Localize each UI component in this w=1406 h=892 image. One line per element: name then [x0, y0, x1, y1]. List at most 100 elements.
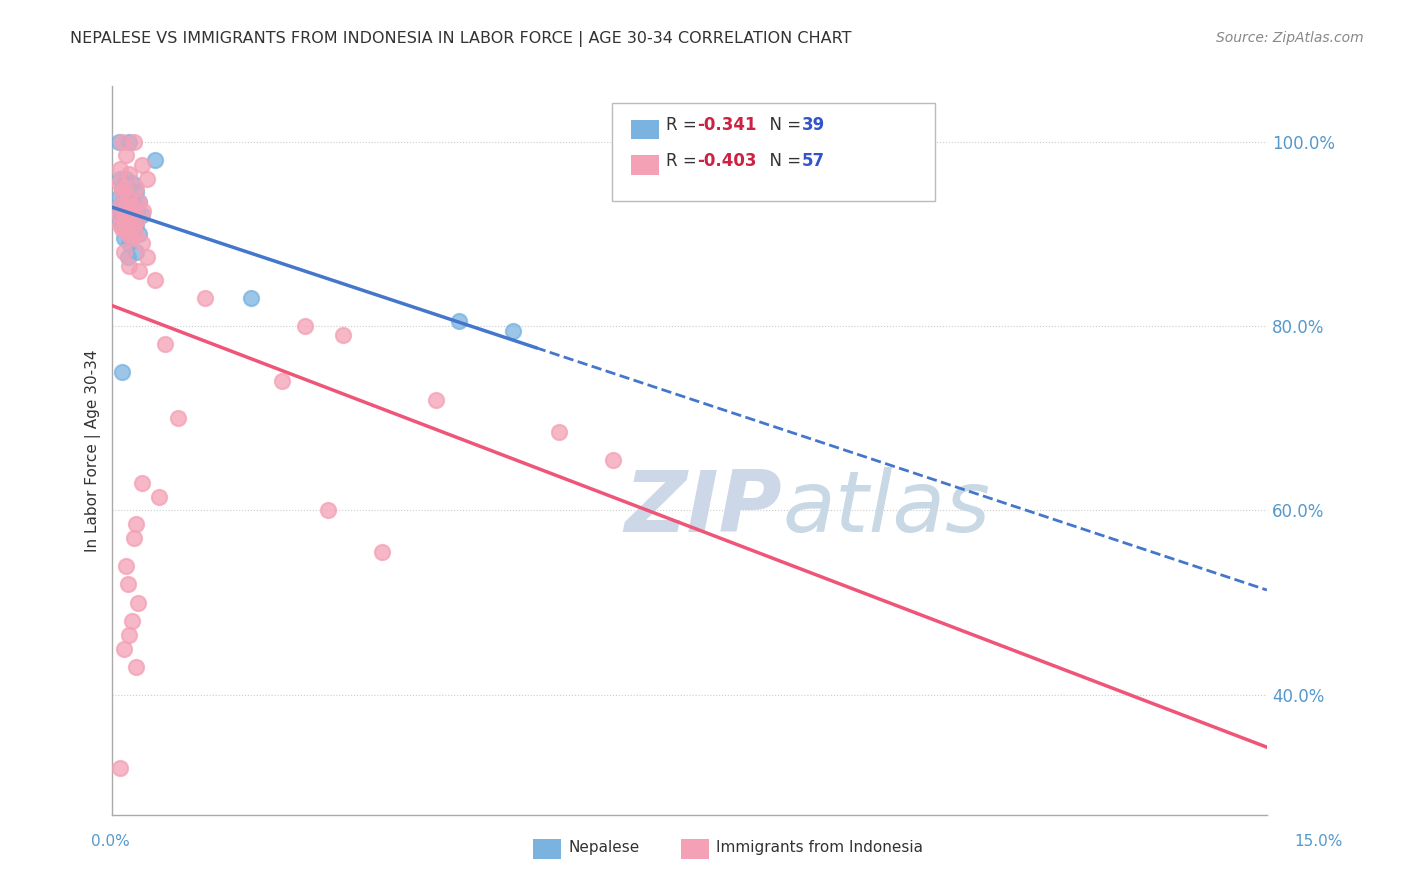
Point	[112, 245, 135, 260]
Point	[111, 365, 134, 379]
Point	[111, 186, 134, 200]
Point	[127, 596, 149, 610]
Point	[131, 158, 153, 172]
Point	[121, 176, 143, 190]
Point	[131, 475, 153, 490]
Point	[122, 531, 145, 545]
Point	[132, 203, 155, 218]
Text: 57: 57	[801, 152, 824, 169]
Point	[121, 614, 143, 628]
Point	[124, 180, 146, 194]
Text: -0.403: -0.403	[697, 152, 756, 169]
Point	[112, 208, 135, 222]
Point	[108, 218, 131, 232]
Point	[128, 194, 150, 209]
Point	[117, 250, 139, 264]
Point	[108, 199, 131, 213]
Point	[112, 180, 135, 194]
Point	[117, 218, 139, 232]
Text: NEPALESE VS IMMIGRANTS FROM INDONESIA IN LABOR FORCE | AGE 30-34 CORRELATION CHA: NEPALESE VS IMMIGRANTS FROM INDONESIA IN…	[70, 31, 852, 47]
Point	[108, 171, 131, 186]
Point	[131, 235, 153, 250]
Point	[294, 318, 316, 333]
Text: 39: 39	[801, 116, 825, 134]
Point	[124, 218, 146, 232]
Text: N =: N =	[759, 116, 807, 134]
Point	[115, 558, 138, 573]
Point	[111, 218, 134, 232]
Point	[112, 190, 135, 204]
Point	[136, 171, 159, 186]
Point	[118, 628, 141, 642]
Point	[115, 148, 138, 162]
Point	[111, 135, 134, 149]
Point	[128, 194, 150, 209]
Point	[547, 425, 569, 439]
Point	[107, 208, 129, 222]
Point	[108, 199, 131, 213]
Point	[447, 314, 470, 328]
Point	[128, 227, 150, 241]
Point	[111, 203, 134, 218]
Point	[124, 517, 146, 532]
Point	[270, 374, 292, 388]
Point	[122, 218, 145, 232]
Point	[121, 222, 143, 236]
Point	[118, 235, 141, 250]
Text: R =: R =	[666, 116, 703, 134]
Point	[108, 762, 131, 776]
Point	[153, 337, 176, 351]
Point	[111, 222, 134, 236]
Point	[118, 194, 141, 209]
Text: 0.0%: 0.0%	[91, 834, 131, 849]
Point	[371, 545, 394, 559]
Point	[131, 208, 153, 222]
Point	[115, 199, 138, 213]
Point	[122, 135, 145, 149]
Point	[118, 259, 141, 273]
Point	[115, 199, 138, 213]
Point	[118, 135, 141, 149]
Point	[122, 199, 145, 213]
Point	[136, 250, 159, 264]
Point	[117, 190, 139, 204]
Text: ZIP: ZIP	[624, 467, 782, 550]
Text: Immigrants from Indonesia: Immigrants from Indonesia	[716, 840, 922, 855]
Text: Source: ZipAtlas.com: Source: ZipAtlas.com	[1216, 31, 1364, 45]
Point	[425, 392, 447, 407]
Point	[112, 231, 135, 245]
Point	[166, 411, 188, 425]
Point	[121, 199, 143, 213]
Point	[117, 203, 139, 218]
Point	[121, 231, 143, 245]
Y-axis label: In Labor Force | Age 30-34: In Labor Force | Age 30-34	[86, 349, 101, 552]
Point	[117, 180, 139, 194]
Text: R =: R =	[666, 152, 703, 169]
Point	[124, 227, 146, 241]
Point	[115, 171, 138, 186]
Point	[194, 291, 217, 305]
Point	[107, 135, 129, 149]
Point	[122, 213, 145, 227]
Point	[115, 213, 138, 227]
Point	[124, 660, 146, 674]
Point	[107, 176, 129, 190]
Text: -0.341: -0.341	[697, 116, 756, 134]
Point	[115, 218, 138, 232]
Point	[117, 227, 139, 241]
Point	[107, 208, 129, 222]
Point	[112, 641, 135, 656]
Point	[107, 190, 129, 204]
Point	[143, 153, 166, 167]
Text: Nepalese: Nepalese	[568, 840, 640, 855]
Point	[502, 324, 524, 338]
Point	[143, 273, 166, 287]
Point	[316, 503, 339, 517]
Text: N =: N =	[759, 152, 807, 169]
Point	[108, 213, 131, 227]
Point	[124, 245, 146, 260]
Point	[118, 208, 141, 222]
Point	[117, 577, 139, 591]
Point	[125, 203, 148, 218]
Point	[148, 490, 170, 504]
